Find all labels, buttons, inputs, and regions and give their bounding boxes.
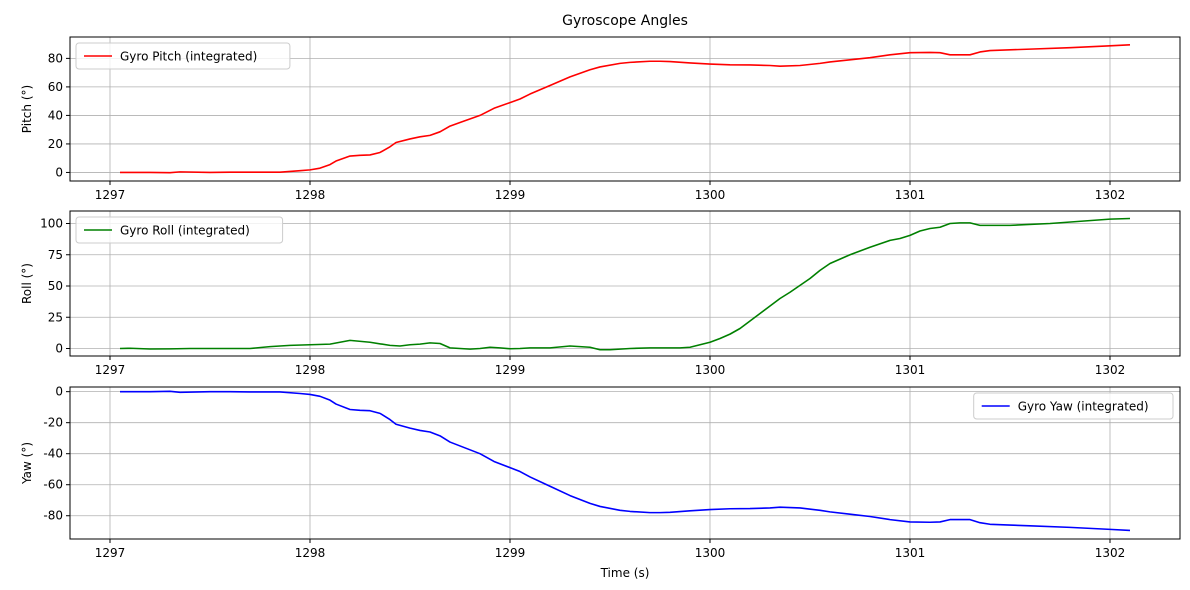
panel-3: 1297 1298 1299 1300 1301 1302 0 -20 -40 -60 -80 Yaw… [20, 385, 1181, 580]
x-tick-label: 1302 [1095, 363, 1126, 377]
y-tick-label: 50 [48, 279, 63, 293]
y-axis-label: Roll (°) [20, 263, 34, 304]
x-tick-label: 1299 [495, 188, 526, 202]
y-tick-label: 0 [55, 342, 63, 356]
legend: Gyro Yaw (integrated) [973, 392, 1174, 420]
x-tick-label: 1302 [1095, 188, 1126, 202]
legend-box [973, 392, 1174, 420]
x-tick-label: 1301 [895, 546, 926, 560]
legend-box [75, 216, 284, 244]
legend: Gyro Roll (integrated) [75, 216, 284, 244]
y-tick-label: 25 [48, 310, 63, 324]
x-tick-label: 1300 [695, 188, 726, 202]
y-tick-label: 100 [40, 217, 63, 231]
panel-1: 1297 1298 1299 1300 1301 1302 0 20 40 60 80 Pitch (… [20, 13, 1181, 202]
y-tick-label: -60 [43, 478, 63, 492]
y-tick-label: 0 [55, 385, 63, 399]
y-tick-label: 40 [48, 108, 63, 122]
x-tick-label: 1299 [495, 546, 526, 560]
series-line-2 [119, 217, 1131, 351]
x-tick-label: 1299 [495, 363, 526, 377]
chart-title: Gyroscope Angles [562, 13, 688, 29]
y-tick-label: -80 [43, 509, 63, 523]
y-tick-label: -40 [43, 447, 63, 461]
series-line-1 [120, 44, 1131, 174]
x-tick-label: 1300 [695, 363, 726, 377]
x-axis-label: Time (s) [600, 566, 650, 580]
legend-label: Gyro Yaw (integrated) [1018, 400, 1149, 414]
x-tick-label: 1297 [95, 363, 126, 377]
panel-2: 1297 1298 1299 1300 1301 1302 0 25 50 75 100 Roll (… [20, 210, 1181, 377]
plot-frame [69, 210, 1181, 357]
y-tick-label: 80 [48, 51, 63, 65]
y-axis-label: Pitch (°) [20, 85, 34, 133]
legend-label: Gyro Pitch (integrated) [120, 50, 257, 64]
series-line-3 [120, 390, 1131, 532]
x-tick-label: 1297 [95, 546, 126, 560]
x-tick-label: 1298 [295, 363, 326, 377]
x-tick-label: 1301 [895, 188, 926, 202]
y-axis-label: Yaw (°) [20, 442, 34, 485]
legend-box [75, 42, 291, 70]
x-tick-label: 1298 [295, 188, 326, 202]
y-tick-label: -20 [43, 416, 63, 430]
plot-frame [69, 36, 1181, 182]
y-tick-label: 60 [48, 80, 63, 94]
y-tick-label: 20 [48, 137, 63, 151]
x-tick-label: 1300 [695, 546, 726, 560]
x-tick-label: 1301 [895, 363, 926, 377]
y-tick-label: 75 [48, 248, 63, 262]
legend-label: Gyro Roll (integrated) [120, 224, 250, 238]
x-tick-label: 1298 [295, 546, 326, 560]
plot-frame [69, 386, 1181, 540]
x-tick-label: 1302 [1095, 546, 1126, 560]
legend: Gyro Pitch (integrated) [75, 42, 291, 70]
y-tick-label: 0 [55, 165, 63, 179]
x-tick-label: 1297 [95, 188, 126, 202]
